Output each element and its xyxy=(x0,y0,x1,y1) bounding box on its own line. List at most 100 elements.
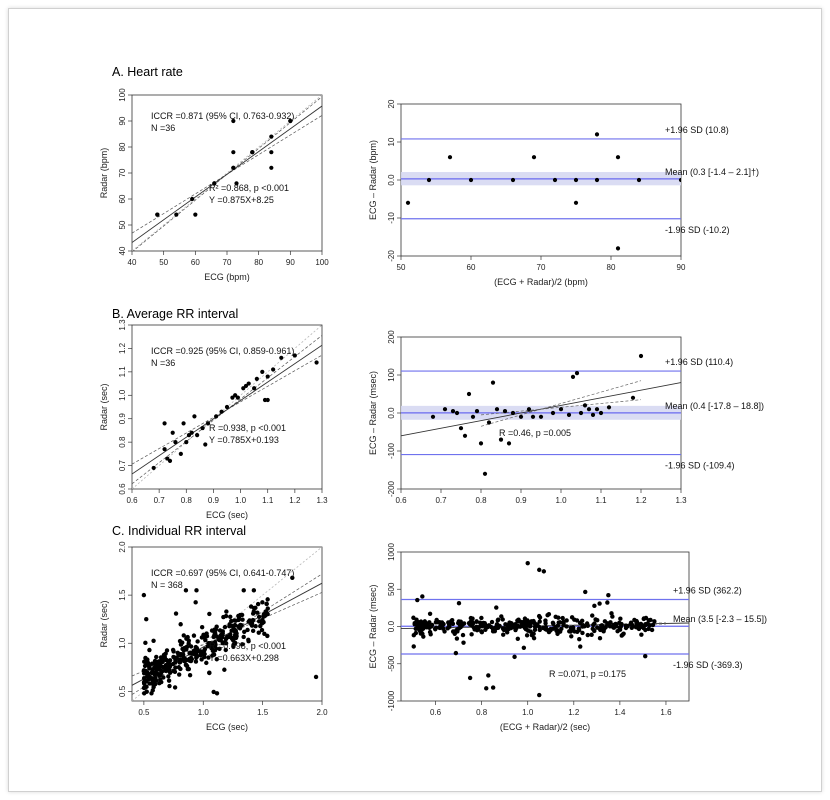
data-point xyxy=(246,381,251,386)
data-point xyxy=(635,625,641,631)
data-point xyxy=(498,437,504,442)
data-point xyxy=(194,588,199,593)
data-point xyxy=(209,645,214,651)
data-point xyxy=(224,404,230,410)
data-point xyxy=(172,685,178,690)
y-tick-label: 1.0 xyxy=(118,637,127,649)
data-point xyxy=(462,433,468,438)
data-point xyxy=(524,633,530,638)
data-point xyxy=(643,653,648,659)
data-point xyxy=(426,177,432,183)
data-point xyxy=(564,618,569,623)
data-point xyxy=(250,150,255,155)
data-point xyxy=(194,655,199,661)
x-axis-label: ECG (bpm) xyxy=(204,272,250,282)
y-axis-label: Radar (sec) xyxy=(99,600,109,647)
data-point xyxy=(178,622,183,627)
y-axis-label: Radar (bpm) xyxy=(99,148,109,199)
data-point xyxy=(235,395,240,400)
data-point xyxy=(584,621,590,626)
data-point xyxy=(458,624,463,630)
data-point xyxy=(598,627,603,632)
data-point xyxy=(545,612,550,618)
data-point xyxy=(141,685,147,691)
data-point xyxy=(166,658,172,664)
data-point xyxy=(178,666,183,672)
data-point xyxy=(605,621,610,626)
data-point xyxy=(523,626,529,632)
data-point xyxy=(609,611,614,616)
trend-ci-upper xyxy=(480,380,642,427)
data-point xyxy=(501,632,506,637)
data-point xyxy=(181,633,186,638)
data-point xyxy=(413,626,418,632)
data-point xyxy=(578,644,583,649)
data-point xyxy=(143,655,148,661)
data-point xyxy=(231,625,236,630)
data-point xyxy=(158,655,164,660)
data-point xyxy=(521,645,527,650)
data-point xyxy=(223,647,228,653)
data-point xyxy=(202,654,207,660)
data-point xyxy=(405,200,411,205)
data-point xyxy=(161,665,167,670)
data-point xyxy=(589,632,594,637)
data-point xyxy=(186,433,192,438)
data-point xyxy=(615,246,621,251)
data-point xyxy=(165,456,170,461)
data-point xyxy=(202,647,208,652)
data-point xyxy=(279,355,284,360)
data-point xyxy=(234,181,239,186)
data-point xyxy=(237,626,243,631)
stat-annotation: Y =0.875X+8.25 xyxy=(209,195,274,205)
y-axis-label: Radar (sec) xyxy=(99,383,109,430)
data-point xyxy=(248,621,254,627)
data-point xyxy=(183,588,189,593)
y-tick-label: -500 xyxy=(387,655,396,672)
data-point xyxy=(411,615,416,620)
data-point xyxy=(482,471,488,476)
data-point xyxy=(231,165,236,170)
data-point xyxy=(211,689,216,695)
data-point xyxy=(240,642,245,647)
plot-frame-B-left xyxy=(131,324,323,490)
ref-line-label: -1.96 SD (-109.4) xyxy=(665,461,735,471)
data-point xyxy=(288,118,293,124)
data-point xyxy=(629,625,634,630)
data-point xyxy=(506,441,512,446)
data-point xyxy=(495,617,501,622)
data-point xyxy=(162,421,167,426)
y-tick-label: 80 xyxy=(118,142,127,151)
y-tick-label: -20 xyxy=(387,250,396,262)
data-point xyxy=(170,647,176,653)
data-point xyxy=(269,150,274,155)
data-point xyxy=(178,652,184,657)
data-point xyxy=(254,376,259,381)
x-tick-label: 40 xyxy=(128,258,137,267)
data-point xyxy=(638,353,644,359)
data-point xyxy=(212,181,217,186)
data-point xyxy=(615,155,621,160)
data-point xyxy=(180,640,185,645)
data-point xyxy=(187,651,192,656)
x-axis-label: (ECG + Radar)/2 (sec) xyxy=(500,722,590,732)
data-point xyxy=(411,644,416,649)
data-point xyxy=(189,656,195,662)
y-tick-label: 100 xyxy=(118,88,127,102)
data-point xyxy=(204,631,209,636)
data-point xyxy=(240,617,245,622)
data-point xyxy=(543,626,548,632)
data-point xyxy=(269,134,274,139)
data-point xyxy=(162,656,167,661)
data-point xyxy=(256,614,262,620)
x-tick-label: 0.5 xyxy=(138,708,150,717)
data-point xyxy=(502,409,508,414)
data-point xyxy=(205,421,211,426)
x-tick-label: 60 xyxy=(191,258,200,267)
data-point xyxy=(518,414,524,419)
y-tick-label: -1000 xyxy=(387,690,396,711)
data-point xyxy=(193,600,198,605)
data-point xyxy=(577,620,583,626)
x-tick-label: 0.9 xyxy=(208,496,220,505)
data-point xyxy=(203,442,208,447)
